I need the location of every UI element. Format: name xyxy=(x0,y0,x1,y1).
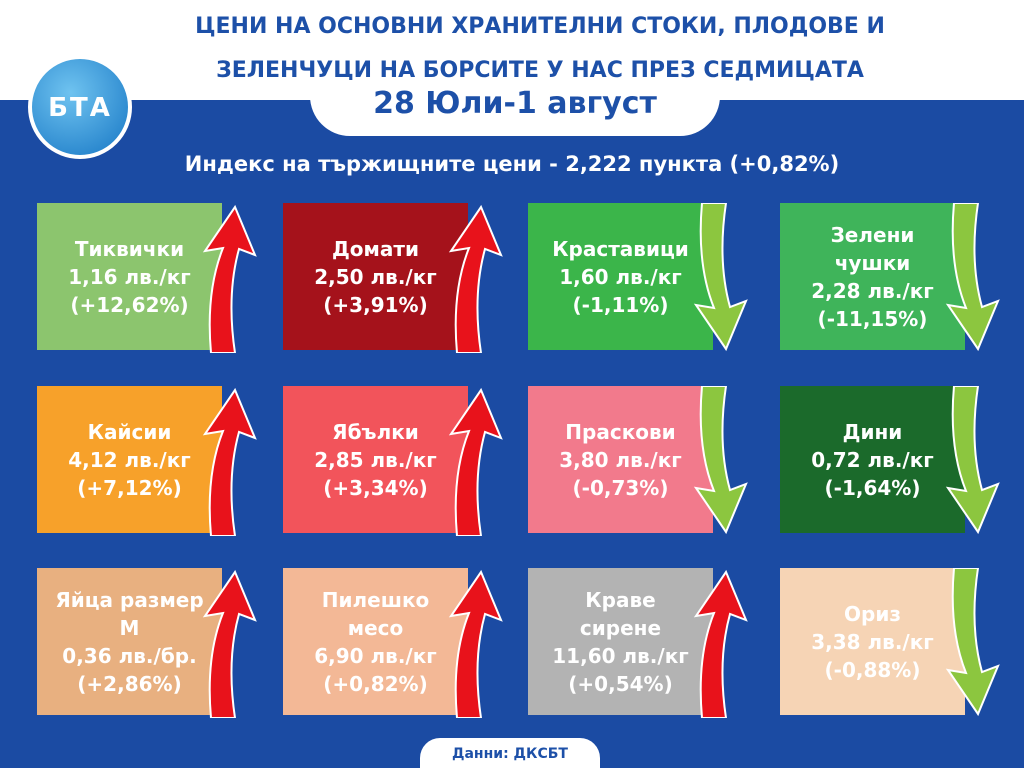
card-price: 1,16 лв./кг xyxy=(68,264,191,289)
price-card: Ориз 3,38 лв./кг (-0,88%) xyxy=(780,568,965,715)
trend-arrow xyxy=(448,387,503,536)
card-change: (+0,54%) xyxy=(568,671,673,696)
card-price: 0,72 лв./кг xyxy=(811,447,934,472)
trend-arrow xyxy=(448,569,503,718)
price-card: Дини 0,72 лв./кг (-1,64%) xyxy=(780,386,965,533)
source: Данни: ДКСБТ xyxy=(420,738,600,768)
card-name: Зелени чушки xyxy=(830,222,915,275)
arrow-shape xyxy=(693,569,748,718)
price-card: Кайсии 4,12 лв./кг (+7,12%) xyxy=(37,386,222,533)
card-price: 3,80 лв./кг xyxy=(559,447,682,472)
card-change: (+3,34%) xyxy=(323,475,428,500)
card-change: (-1,64%) xyxy=(824,475,921,500)
trend-arrow xyxy=(202,204,257,353)
card-name: Яйца размер М xyxy=(55,587,204,640)
card-change: (-11,15%) xyxy=(817,306,928,331)
card-price: 4,12 лв./кг xyxy=(68,447,191,472)
logo: БТА xyxy=(28,55,132,159)
card-name: Краве сирене xyxy=(579,587,662,640)
trend-arrow xyxy=(693,203,748,352)
arrow-shape xyxy=(448,204,503,353)
card-name: Тиквички xyxy=(74,236,185,261)
arrow-shape xyxy=(448,387,503,536)
title-line: ЗЕЛЕНЧУЦИ НА БОРСИТЕ У НАС ПРЕЗ СЕДМИЦАТ… xyxy=(216,58,864,83)
price-card: Яйца размер М 0,36 лв./бр. (+2,86%) xyxy=(37,568,222,715)
trend-arrow xyxy=(945,386,1000,535)
card-price: 2,85 лв./кг xyxy=(314,447,437,472)
card-name: Дини xyxy=(842,419,903,444)
card-name: Праскови xyxy=(565,419,676,444)
title-line: ЦЕНИ НА ОСНОВНИ ХРАНИТЕЛНИ СТОКИ, ПЛОДОВ… xyxy=(195,14,885,39)
card-price: 6,90 лв./кг xyxy=(314,643,437,668)
card-name: Пилешко месо xyxy=(321,587,430,640)
price-card: Тиквички 1,16 лв./кг (+12,62%) xyxy=(37,203,222,350)
trend-arrow xyxy=(945,203,1000,352)
card-change: (+2,86%) xyxy=(77,671,182,696)
card-name: Домати xyxy=(331,236,419,261)
logo-text: БТА xyxy=(48,93,112,123)
price-card: Праскови 3,80 лв./кг (-0,73%) xyxy=(528,386,713,533)
card-change: (-0,73%) xyxy=(572,475,669,500)
trend-arrow xyxy=(693,569,748,718)
card-price: 2,28 лв./кг xyxy=(811,278,934,303)
card-name: Краставици xyxy=(552,236,689,261)
trend-arrow xyxy=(448,204,503,353)
arrow-shape xyxy=(945,386,1000,535)
price-card: Краставици 1,60 лв./кг (-1,11%) xyxy=(528,203,713,350)
price-card: Пилешко месо 6,90 лв./кг (+0,82%) xyxy=(283,568,468,715)
price-card: Ябълки 2,85 лв./кг (+3,34%) xyxy=(283,386,468,533)
arrow-shape xyxy=(693,386,748,535)
arrow-shape xyxy=(202,204,257,353)
price-card: Домати 2,50 лв./кг (+3,91%) xyxy=(283,203,468,350)
arrow-shape xyxy=(945,568,1000,717)
card-price: 3,38 лв./кг xyxy=(811,629,934,654)
trend-arrow xyxy=(202,387,257,536)
card-change: (+12,62%) xyxy=(70,292,189,317)
card-price: 0,36 лв./бр. xyxy=(62,643,197,668)
card-change: (+7,12%) xyxy=(77,475,182,500)
card-change: (+0,82%) xyxy=(323,671,428,696)
price-card: Зелени чушки 2,28 лв./кг (-11,15%) xyxy=(780,203,965,350)
card-price: 2,50 лв./кг xyxy=(314,264,437,289)
date: 28 Юли-1 август xyxy=(373,86,657,121)
arrow-shape xyxy=(693,203,748,352)
card-name: Кайсии xyxy=(87,419,172,444)
arrow-shape xyxy=(945,203,1000,352)
index-text: Индекс на тържищните цени - 2,222 пункта… xyxy=(184,152,840,176)
card-change: (+3,91%) xyxy=(323,292,428,317)
arrow-shape xyxy=(202,569,257,718)
card-name: Ябълки xyxy=(332,419,419,444)
trend-arrow xyxy=(693,386,748,535)
date-tab xyxy=(310,80,720,136)
card-price: 11,60 лв./кг xyxy=(552,643,689,668)
card-price: 1,60 лв./кг xyxy=(559,264,682,289)
price-card: Краве сирене 11,60 лв./кг (+0,54%) xyxy=(528,568,713,715)
arrow-shape xyxy=(202,387,257,536)
trend-arrow xyxy=(945,568,1000,717)
trend-arrow xyxy=(202,569,257,718)
card-change: (-1,11%) xyxy=(572,292,669,317)
arrow-shape xyxy=(448,569,503,718)
card-name: Ориз xyxy=(844,601,901,626)
card-change: (-0,88%) xyxy=(824,657,921,682)
